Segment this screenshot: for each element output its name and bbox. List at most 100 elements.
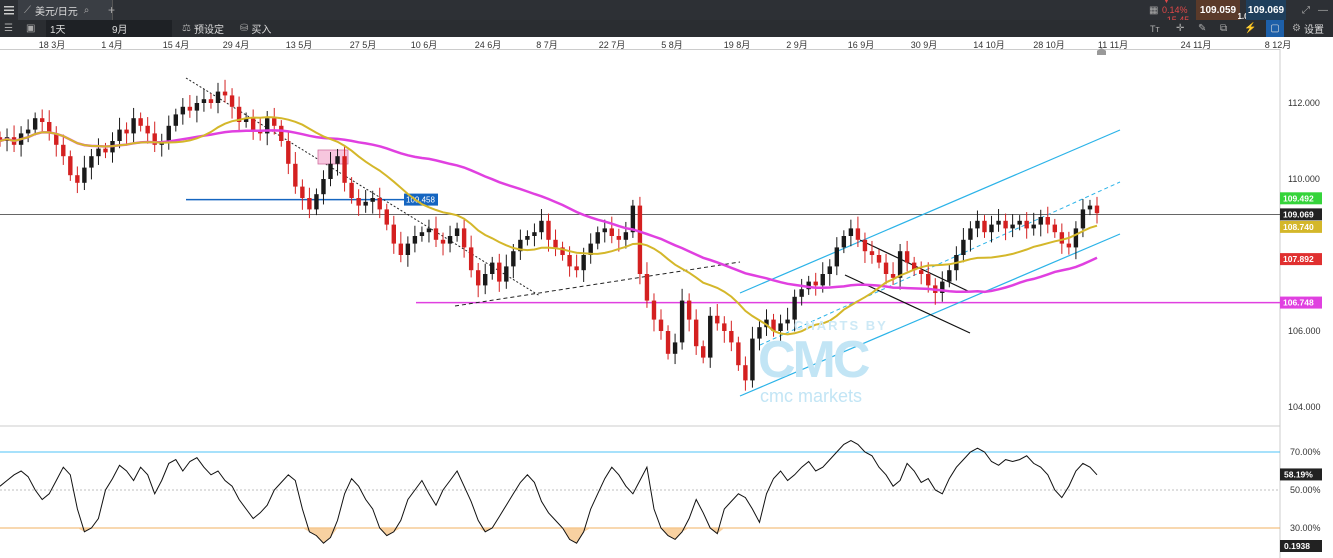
list-icon[interactable]: ☰ <box>4 23 13 34</box>
candle-body <box>827 266 832 274</box>
candle-body <box>567 255 572 267</box>
candle-body <box>1080 209 1086 229</box>
candle-body <box>440 239 446 244</box>
candle-body <box>834 247 840 267</box>
text-tool-icon[interactable]: Tт <box>1150 23 1160 34</box>
price-axis: 112.000 110.000 106.000 104.000 109.492 109.0… <box>1280 98 1322 412</box>
preset-button[interactable]: ⚖ 预设定 <box>182 20 224 37</box>
candle-body <box>265 118 270 134</box>
candle-body <box>25 129 31 134</box>
candle-body <box>391 224 396 244</box>
candle-body <box>637 205 643 274</box>
price-tag-bg <box>1280 192 1322 205</box>
candle-body <box>743 365 748 381</box>
instrument-tab[interactable]: ⟋ 美元/日元 ⌕ <box>18 0 113 20</box>
buy-button[interactable]: ⛁ 买入 <box>240 20 271 37</box>
buy-price[interactable]: 109.069 <box>1246 0 1286 20</box>
candle-body <box>792 296 797 320</box>
candle-body <box>39 118 45 122</box>
candle-body <box>982 220 987 233</box>
date-label: 22 7月 <box>598 40 626 50</box>
candle-body <box>222 91 228 96</box>
buy-label: 买入 <box>251 25 272 36</box>
candle-body <box>54 133 59 145</box>
indicator-icon[interactable]: ⚡ <box>1244 23 1257 34</box>
candle-body <box>665 331 671 354</box>
price-tag-label: 109.069 <box>1283 209 1314 219</box>
candle-body <box>279 125 284 141</box>
rsi-tick-label: 70.00% <box>1290 447 1321 457</box>
instrument-tab-label: 美元/日元 <box>35 6 78 18</box>
candle-body <box>693 319 699 347</box>
layout-icon[interactable]: ▣ <box>26 23 36 34</box>
candle-body <box>539 220 544 233</box>
price-tick-label: 112.000 <box>1288 98 1320 108</box>
sma-short-line <box>0 116 1098 336</box>
candle-body <box>180 106 186 115</box>
candle-body <box>152 133 157 145</box>
candle-body <box>897 251 903 278</box>
crosshair-icon[interactable]: ✛ <box>1176 23 1185 34</box>
expand-icon[interactable]: ⤢ <box>1302 4 1310 16</box>
range-select[interactable]: 9月 <box>108 20 172 37</box>
candle-body <box>208 99 214 103</box>
candle-body <box>532 232 537 236</box>
date-label: 24 11月 <box>1180 40 1212 50</box>
candle-body <box>961 239 966 255</box>
candle-body <box>370 198 375 202</box>
price-tick-label: 106.000 <box>1288 326 1321 336</box>
price-tag-bg <box>1280 220 1322 233</box>
add-tab-button[interactable]: + <box>108 3 116 17</box>
candle-body <box>342 156 347 183</box>
candle-body <box>433 228 439 240</box>
menu-icon[interactable] <box>4 0 14 20</box>
moving-averages <box>0 116 1098 336</box>
candle-body <box>321 179 326 195</box>
top-bar: ⟋ 美元/日元 ⌕ + ▦ ▼ 0.14% 15.45 109.059 1.0 … <box>0 0 1333 25</box>
candle-body <box>328 163 333 179</box>
candle-body <box>602 228 607 233</box>
price-tag-label: 109.492 <box>1283 193 1314 203</box>
candle-body <box>658 319 664 331</box>
candle-body <box>588 243 593 255</box>
range-value: 9月 <box>112 25 128 36</box>
date-label: 2 9月 <box>786 40 808 50</box>
interval-select[interactable]: 1天 <box>46 20 108 37</box>
candle-body <box>61 144 66 157</box>
date-label: 8 7月 <box>536 40 558 50</box>
chart-type-icon[interactable]: ▢ <box>1266 20 1284 37</box>
settings-button[interactable]: ⚙ 设置 <box>1292 20 1324 37</box>
candle-body <box>926 274 931 286</box>
minimize-icon[interactable]: — <box>1318 4 1328 16</box>
draw-icon[interactable]: ✎ <box>1198 23 1207 34</box>
search-icon[interactable]: ⌕ <box>83 4 90 16</box>
interval-value: 1天 <box>50 25 66 36</box>
sell-price[interactable]: 109.059 <box>1196 0 1240 20</box>
candle-body <box>546 220 551 240</box>
candle-body <box>736 342 741 366</box>
price-tag-label: 107.892 <box>1283 254 1314 264</box>
candle-body <box>525 236 530 240</box>
candle-body <box>138 118 143 126</box>
candle-body <box>426 228 432 233</box>
candle-body <box>1059 232 1065 244</box>
candle-body <box>335 156 340 164</box>
copy-icon[interactable]: ⧉ <box>1220 23 1228 34</box>
candle-body <box>419 232 425 236</box>
candle-body <box>644 274 650 301</box>
channel-upper <box>739 129 1121 294</box>
date-label: 14 10月 <box>973 40 1005 50</box>
candle-body <box>1087 205 1093 210</box>
date-label: 8 12月 <box>1264 40 1292 50</box>
candle-body <box>187 106 193 111</box>
date-label: 19 8月 <box>723 40 751 50</box>
uptrend-line <box>454 261 741 307</box>
grid-icon[interactable]: ▦ <box>1149 4 1159 16</box>
candle-body <box>989 224 994 233</box>
candle-body <box>0 137 3 141</box>
candle-body <box>1010 224 1015 229</box>
candle-body <box>855 228 861 240</box>
downtrend-line <box>185 77 541 297</box>
candle-body <box>595 232 600 244</box>
